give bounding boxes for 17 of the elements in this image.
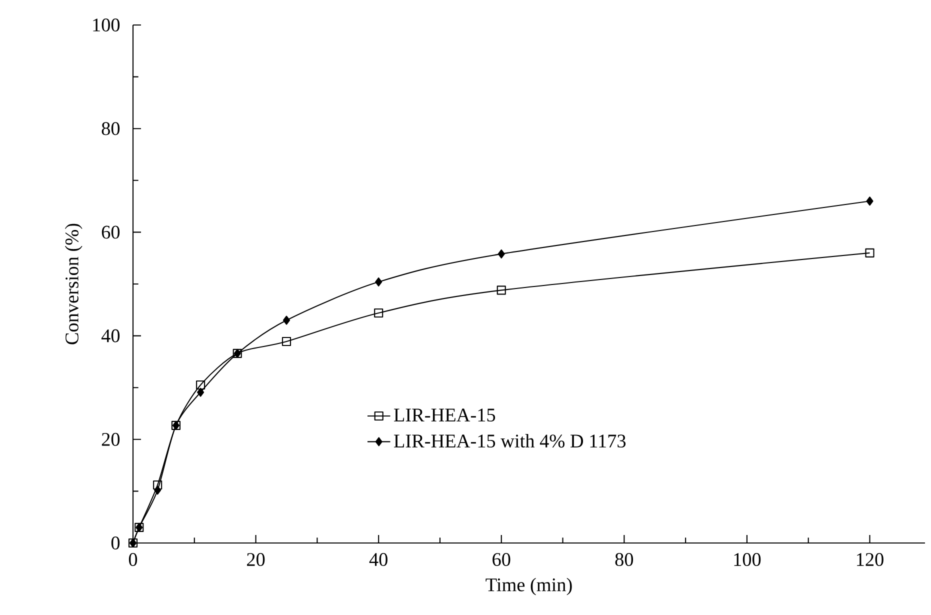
y-tick-label: 60 xyxy=(102,226,120,239)
legend-label: LIR-HEA-15 with 4% D 1173 xyxy=(394,434,626,448)
x-axis-title: Time (min) xyxy=(486,578,572,596)
y-tick-label: 20 xyxy=(102,432,120,446)
y-tick-label: 100 xyxy=(93,18,120,32)
x-tick-label: 120 xyxy=(857,553,884,566)
y-axis-title: Conversion (%) xyxy=(64,224,82,344)
x-tick-label: 20 xyxy=(247,553,265,566)
legend-label: LIR-HEA-15 xyxy=(394,408,496,422)
x-tick-label: 100 xyxy=(734,553,761,566)
x-tick-label: 80 xyxy=(615,553,634,566)
x-tick-label: 60 xyxy=(492,553,510,566)
y-tick-label: 0 xyxy=(111,536,120,550)
y-tick-label: 80 xyxy=(102,122,120,136)
x-tick-label: 0 xyxy=(128,553,138,566)
y-tick-label: 40 xyxy=(101,329,120,342)
x-tick-label: 40 xyxy=(369,553,388,566)
